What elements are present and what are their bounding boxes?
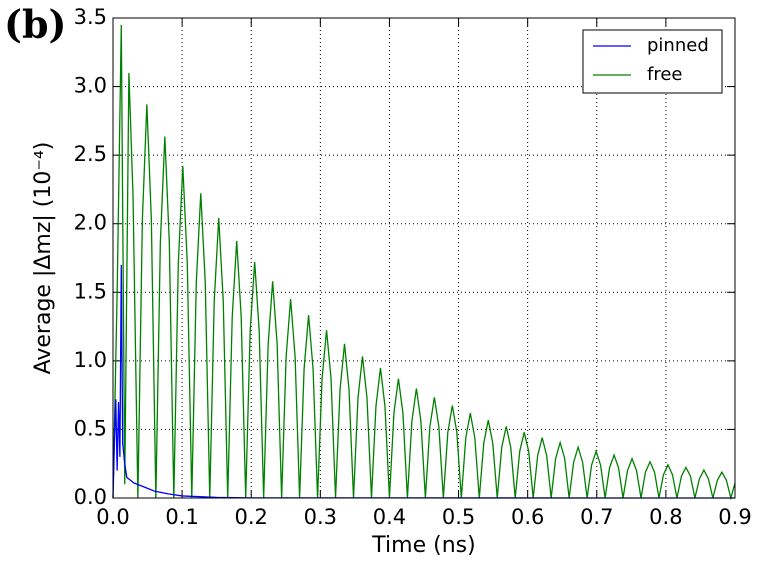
- legend-box: [582, 29, 723, 94]
- x-tick-label: 0.2: [235, 505, 268, 529]
- y-axis-label: Average |Δmz| (10⁻⁴): [31, 142, 56, 375]
- x-tick-label: 0.7: [580, 505, 613, 529]
- y-tick-label: 3.5: [74, 5, 107, 29]
- x-tick-label: 0.6: [511, 505, 544, 529]
- line-series: [112, 24, 736, 501]
- x-tick-label: 0.8: [649, 505, 682, 529]
- x-tick-label: 0.1: [165, 505, 198, 529]
- x-tick-label: 0.0: [96, 505, 129, 529]
- y-tick-label: 1.5: [74, 279, 107, 303]
- y-tick-label: 0.5: [74, 416, 107, 440]
- plot-frame: [112, 17, 736, 499]
- y-tick-label: 2.5: [74, 142, 107, 166]
- y-tick-label: 2.0: [74, 211, 107, 235]
- y-tick-label: 3.0: [74, 74, 107, 98]
- legend-label: pinned: [647, 35, 709, 56]
- x-axis-label: Time (ns): [371, 533, 475, 558]
- x-tick-label: 0.5: [442, 505, 475, 529]
- x-tick-label: 0.4: [373, 505, 406, 529]
- y-tick-label: 1.0: [74, 348, 107, 372]
- y-tick-label: 0.0: [74, 485, 107, 509]
- x-tick-label: 0.9: [718, 505, 751, 529]
- line-series: [112, 264, 736, 499]
- panel-label: (b): [4, 2, 67, 47]
- legend-label: free: [647, 64, 683, 85]
- x-tick-label: 0.3: [304, 505, 337, 529]
